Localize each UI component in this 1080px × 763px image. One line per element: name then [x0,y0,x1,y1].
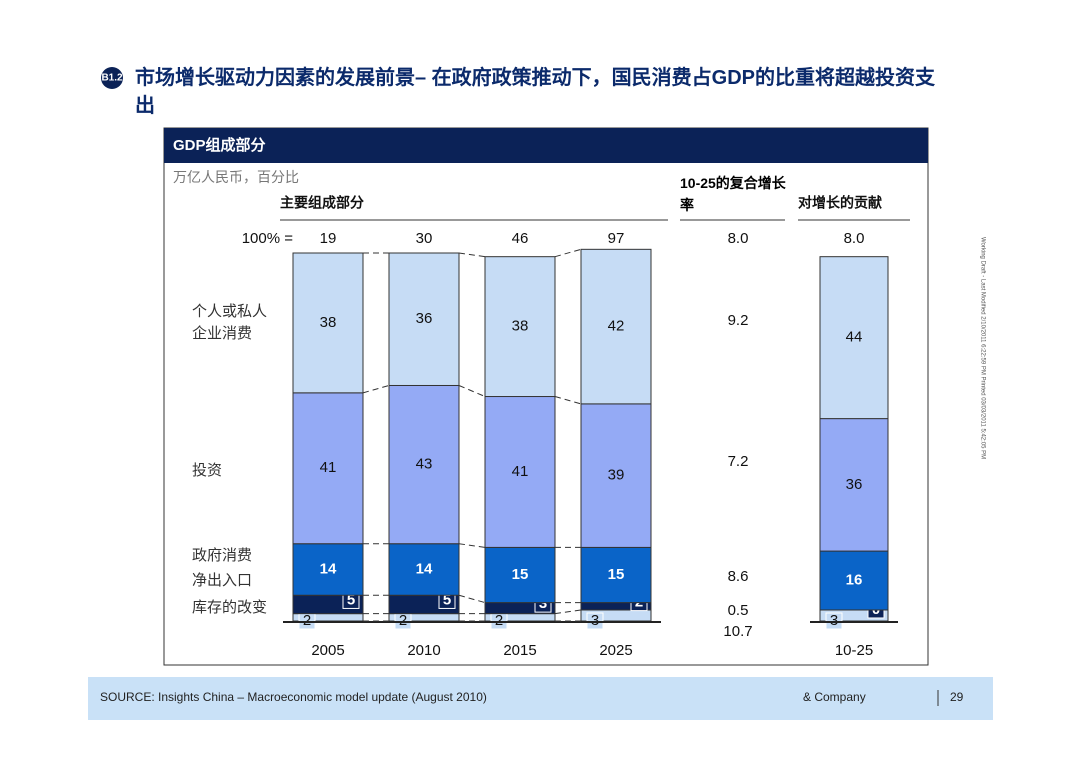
footer [88,677,993,720]
x-tick-label: 2025 [599,642,632,659]
x-tick-label: 2015 [503,642,536,659]
bar-segment [292,252,364,394]
value-label: 15 [512,566,529,583]
x-tick-label: 2005 [311,642,344,659]
value-label: 36 [416,310,433,327]
series-label: 净出入口 [192,571,253,589]
value-label: 38 [320,314,337,331]
value-label: 41 [512,463,529,480]
connector [554,609,582,615]
x-tick-label: 2010 [407,642,440,659]
bar-segment [388,252,460,386]
total-label: 8.0 [844,230,865,247]
value-label: 3 [591,612,599,629]
value-label: 39 [608,467,625,484]
value-label: 14 [320,560,337,577]
growth-value: 10.7 [723,623,752,640]
value-label: 42 [608,318,625,335]
connector [554,248,582,258]
page-title: 市场增长驱动力因素的发展前景– 在政府政策推动下，国民消费占GDP的比重将超越投… [135,67,936,117]
value-label: 2 [495,612,503,629]
page-number: 29 [950,690,964,704]
value-label: 15 [608,566,625,583]
connector [458,252,486,258]
growth-value: 0.5 [728,602,749,619]
badge: B1.2 [101,73,123,84]
connector [554,396,582,405]
value-label: 3 [539,595,547,612]
x-tick-label: 10-25 [835,642,873,659]
bar-segment [580,546,652,604]
total-label: 46 [512,230,529,247]
total-label: 97 [608,230,625,247]
value-label: 36 [846,476,863,493]
total-label: 19 [320,230,337,247]
bar-segment [484,546,556,604]
value-label: 2 [399,612,407,629]
value-label: 3 [830,612,838,629]
bar-segment [292,392,364,545]
connector [458,385,486,397]
bar-segment [580,403,652,548]
growth-title: 10-25的复合增长率 [680,175,786,213]
value-label: 44 [846,329,863,346]
bar-segment [819,550,889,611]
value-label: 5 [443,591,451,608]
badge-circle [101,67,123,89]
bar-segment [819,256,889,420]
growth-value: 9.2 [728,312,749,329]
bar-segment [819,418,889,552]
growth-value: 7.2 [728,453,749,470]
value-label: 43 [416,456,433,473]
bar-segment [388,384,460,545]
connector [458,594,486,604]
totals-label: 100% = [242,230,294,247]
company: & Company [803,690,866,704]
growth-total: 8.0 [728,230,749,247]
growth-value: 8.6 [728,568,749,585]
total-label: 30 [416,230,433,247]
side-note: Working Draft - Last Modified 2/10/2011 … [979,237,985,459]
value-label: 2 [303,612,311,629]
connector [362,384,390,394]
series-label: 库存的改变 [192,598,268,616]
unit: 万亿人民币，百分比 [173,170,299,186]
bar-segment [388,543,460,596]
value-label: 38 [512,318,529,335]
chart-title: 对增长的贡献 [798,195,882,211]
series-label: 投资 [192,461,223,479]
source: SOURCE: Insights China – Macroeconomic m… [100,690,487,704]
value-label: 41 [320,459,337,476]
value-label: 16 [846,571,863,588]
panel-title: GDP组成部分 [173,136,266,154]
series-label: 政府消费 [192,546,253,564]
chart-title: 主要组成部分 [280,195,364,211]
series-label: 个人或私人企业消费 [192,302,268,342]
bar-segment [292,543,364,596]
panel-header [164,128,928,163]
bar-segment [484,256,556,398]
bar-segment [484,396,556,548]
value-label: 5 [347,591,355,608]
value-label: 14 [416,560,433,577]
connector [458,543,486,548]
bar-segment [580,248,652,405]
